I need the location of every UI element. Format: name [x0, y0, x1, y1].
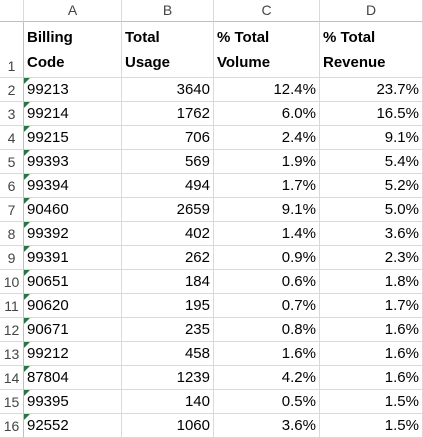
cell[interactable]: 1762	[122, 102, 214, 126]
cell[interactable]: 5.4%	[320, 150, 423, 174]
row-header[interactable]: 12	[0, 318, 24, 342]
row-header[interactable]: 2	[0, 78, 24, 102]
cell[interactable]: 195	[122, 294, 214, 318]
cell[interactable]: 99214	[24, 102, 122, 126]
cell[interactable]: 0.9%	[214, 246, 320, 270]
row-header[interactable]: 8	[0, 222, 24, 246]
corner[interactable]	[0, 0, 24, 22]
cell[interactable]: 1.9%	[214, 150, 320, 174]
header-text: Code	[27, 54, 65, 71]
header-text: % Total	[323, 29, 376, 46]
cell[interactable]: 90620	[24, 294, 122, 318]
cell[interactable]: 87804	[24, 366, 122, 390]
cell[interactable]: 0.8%	[214, 318, 320, 342]
header-cell[interactable]: Total Usage	[122, 22, 214, 78]
header-cell[interactable]: % Total Volume	[214, 22, 320, 78]
cell[interactable]: 99392	[24, 222, 122, 246]
cell[interactable]: 5.2%	[320, 174, 423, 198]
cell[interactable]: 23.7%	[320, 78, 423, 102]
cell[interactable]: 99393	[24, 150, 122, 174]
header-text: Billing	[27, 29, 73, 46]
cell[interactable]: 1239	[122, 366, 214, 390]
cell[interactable]: 2.4%	[214, 126, 320, 150]
cell[interactable]: 1.6%	[320, 366, 423, 390]
cell[interactable]: 1.5%	[320, 414, 423, 438]
cell[interactable]: 458	[122, 342, 214, 366]
cell[interactable]: 90460	[24, 198, 122, 222]
header-text: Revenue	[323, 54, 386, 71]
cell[interactable]: 1.7%	[320, 294, 423, 318]
row-header[interactable]: 16	[0, 414, 24, 438]
row-header[interactable]: 10	[0, 270, 24, 294]
cell[interactable]: 3.6%	[320, 222, 423, 246]
cell[interactable]: 1.8%	[320, 270, 423, 294]
header-text: Volume	[217, 54, 271, 71]
cell[interactable]: 99215	[24, 126, 122, 150]
cell[interactable]: 1060	[122, 414, 214, 438]
cell[interactable]: 2659	[122, 198, 214, 222]
cell[interactable]: 99395	[24, 390, 122, 414]
row-header[interactable]: 1	[0, 22, 24, 78]
row-header[interactable]: 4	[0, 126, 24, 150]
cell[interactable]: 184	[122, 270, 214, 294]
row-header[interactable]: 7	[0, 198, 24, 222]
cell[interactable]: 90651	[24, 270, 122, 294]
cell[interactable]: 140	[122, 390, 214, 414]
cell[interactable]: 4.2%	[214, 366, 320, 390]
row-header[interactable]: 15	[0, 390, 24, 414]
cell[interactable]: 99391	[24, 246, 122, 270]
cell[interactable]: 0.6%	[214, 270, 320, 294]
header-text: % Total	[217, 29, 270, 46]
row-header[interactable]: 5	[0, 150, 24, 174]
cell[interactable]: 99213	[24, 78, 122, 102]
cell[interactable]: 1.6%	[320, 318, 423, 342]
cell[interactable]: 9.1%	[320, 126, 423, 150]
cell[interactable]: 1.5%	[320, 390, 423, 414]
header-text: Usage	[125, 54, 171, 71]
cell[interactable]: 262	[122, 246, 214, 270]
cell[interactable]: 1.7%	[214, 174, 320, 198]
cell[interactable]: 569	[122, 150, 214, 174]
cell[interactable]: 5.0%	[320, 198, 423, 222]
cell[interactable]: 92552	[24, 414, 122, 438]
row-header[interactable]: 6	[0, 174, 24, 198]
cell[interactable]: 1.4%	[214, 222, 320, 246]
cell[interactable]: 494	[122, 174, 214, 198]
cell[interactable]: 706	[122, 126, 214, 150]
cell[interactable]: 1.6%	[214, 342, 320, 366]
row-header[interactable]: 11	[0, 294, 24, 318]
header-cell[interactable]: % Total Revenue	[320, 22, 423, 78]
column-header[interactable]: B	[122, 0, 214, 22]
cell[interactable]: 235	[122, 318, 214, 342]
cell[interactable]: 2.3%	[320, 246, 423, 270]
cell[interactable]: 0.5%	[214, 390, 320, 414]
cell[interactable]: 99394	[24, 174, 122, 198]
cell[interactable]: 99212	[24, 342, 122, 366]
cell[interactable]: 9.1%	[214, 198, 320, 222]
header-text: Total	[125, 29, 160, 46]
cell[interactable]: 16.5%	[320, 102, 423, 126]
row-header[interactable]: 14	[0, 366, 24, 390]
cell[interactable]: 402	[122, 222, 214, 246]
row-header[interactable]: 13	[0, 342, 24, 366]
row-header[interactable]: 3	[0, 102, 24, 126]
cell[interactable]: 0.7%	[214, 294, 320, 318]
row-header[interactable]: 9	[0, 246, 24, 270]
cell[interactable]: 3640	[122, 78, 214, 102]
cell[interactable]: 3.6%	[214, 414, 320, 438]
cell[interactable]: 90671	[24, 318, 122, 342]
column-header[interactable]: D	[320, 0, 423, 22]
cell[interactable]: 12.4%	[214, 78, 320, 102]
cell[interactable]: 6.0%	[214, 102, 320, 126]
cell[interactable]: 1.6%	[320, 342, 423, 366]
column-header[interactable]: C	[214, 0, 320, 22]
header-cell[interactable]: Billing Code	[24, 22, 122, 78]
column-header[interactable]: A	[24, 0, 122, 22]
